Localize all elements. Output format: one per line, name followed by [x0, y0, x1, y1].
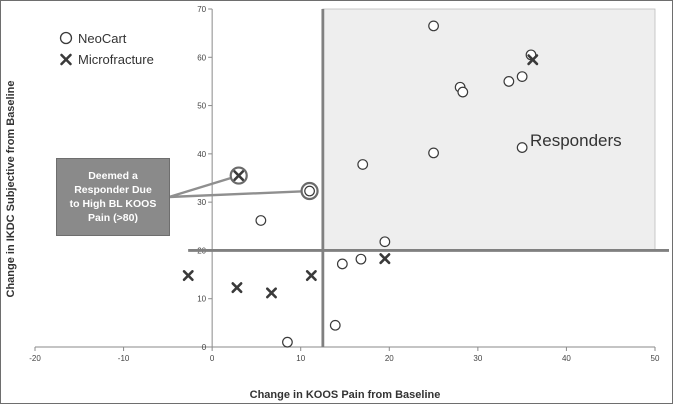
data-points — [182, 20, 539, 348]
responders-label: Responders — [530, 131, 622, 150]
legend-neocart-marker — [59, 31, 73, 45]
y-tick-label: 10 — [197, 295, 206, 304]
axes — [35, 9, 655, 348]
neocart-point — [355, 253, 367, 265]
legend: NeoCart Microfracture — [59, 31, 154, 67]
microfracture-point — [182, 270, 194, 282]
highlight-ring — [300, 181, 319, 201]
neocart-point — [503, 76, 515, 87]
x-axis-title: Change in KOOS Pain from Baseline — [250, 389, 441, 401]
y-tick-label: 0 — [202, 343, 207, 352]
microfracture-point — [231, 282, 243, 294]
x-tick-label: -20 — [29, 354, 41, 363]
x-tick-label: -10 — [118, 354, 130, 363]
legend-microfracture-label: Microfracture — [78, 52, 154, 67]
neocart-point — [457, 86, 469, 98]
y-tick-label: 70 — [197, 5, 206, 14]
x-tick-label: 40 — [562, 354, 571, 363]
responder-region — [322, 8, 656, 251]
neocart-point — [329, 319, 341, 331]
x-tick-label: 20 — [385, 354, 394, 363]
callout-connector — [168, 190, 301, 199]
microfracture-point — [527, 54, 539, 66]
legend-neocart-label: NeoCart — [78, 31, 127, 46]
callout-connector — [168, 177, 231, 199]
neocart-point — [336, 258, 348, 270]
microfracture-point — [379, 253, 391, 265]
y-tick-label: 60 — [197, 53, 206, 62]
neocart-point — [428, 20, 439, 32]
ticks: -20-1001020304050010203040506070 — [29, 5, 660, 363]
neocart-point — [255, 215, 267, 226]
neocart-point — [516, 71, 528, 82]
x-tick-label: 30 — [473, 354, 482, 363]
y-tick-label: 40 — [197, 150, 206, 159]
microfracture-point — [233, 170, 245, 182]
y-tick-label: 50 — [197, 102, 206, 111]
legend-microfracture-marker — [60, 53, 72, 66]
callout-line: Responder Due — [74, 184, 152, 196]
neocart-point — [379, 236, 391, 248]
callout-connectors — [168, 177, 301, 199]
x-tick-label: 0 — [210, 354, 215, 363]
callout-line: Pain (>80) — [88, 212, 138, 224]
neocart-point — [516, 142, 528, 153]
callout-line: Deemed a — [88, 170, 138, 182]
neocart-point — [304, 185, 315, 197]
responder-callout: Deemed a Responder Due to High BL KOOS P… — [56, 158, 170, 236]
neocart-point — [428, 147, 439, 159]
y-tick-label: 30 — [197, 198, 206, 207]
highlight-ring — [229, 166, 248, 185]
x-tick-label: 10 — [296, 354, 305, 363]
microfracture-point — [305, 270, 317, 282]
microfracture-point — [265, 287, 277, 299]
callout-line: to High BL KOOS — [69, 198, 157, 210]
x-tick-label: 50 — [651, 354, 660, 363]
neocart-point — [282, 336, 293, 348]
y-axis-title: Change in IKDC Subjective from Baseline — [5, 81, 17, 298]
threshold-lines — [188, 9, 669, 347]
neocart-point — [357, 159, 369, 170]
